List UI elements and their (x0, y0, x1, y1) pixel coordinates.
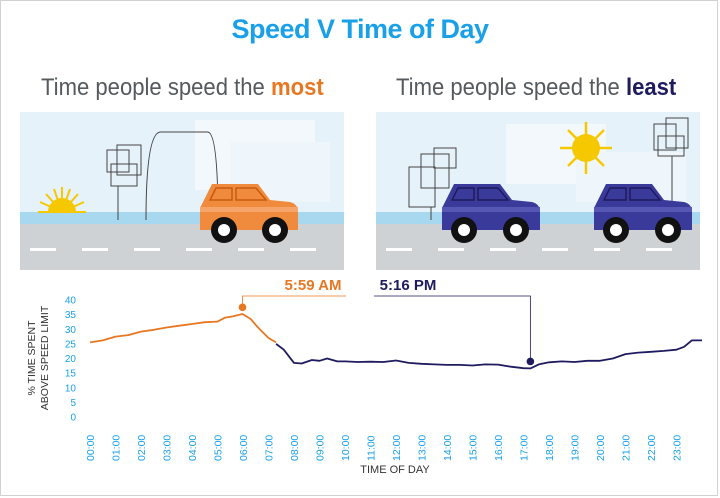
y-tick-label: 30 (65, 325, 77, 336)
sunrise-orange-car-illustration (20, 112, 344, 270)
x-tick-label: 00:00 (85, 435, 97, 461)
x-tick-label: 12:00 (391, 435, 403, 461)
x-tick-label: 16:00 (493, 435, 505, 461)
right-caption-highlight: least (625, 74, 677, 101)
x-tick-label: 20:00 (595, 435, 607, 461)
y-tick-label: 35 (65, 310, 77, 321)
y-axis-label-line2: ABOVE SPEED LIMIT (39, 305, 51, 410)
low-time-label: 5:16 PM (380, 277, 437, 294)
x-tick-label: 13:00 (417, 435, 429, 461)
x-tick-label: 03:00 (162, 435, 174, 461)
y-axis-label-line1: % TIME SPENT (26, 320, 38, 396)
x-tick-label: 01:00 (111, 435, 123, 461)
x-tick-label: 23:00 (672, 435, 684, 461)
afternoon-navy-cars-illustration (376, 112, 700, 270)
y-tick-label: 25 (65, 339, 77, 350)
x-tick-label: 11:00 (366, 435, 378, 461)
left-caption-highlight: most (270, 74, 324, 101)
x-tick-label: 17:00 (519, 435, 531, 461)
x-tick-label: 08:00 (289, 435, 301, 461)
x-tick-label: 15:00 (468, 435, 480, 461)
y-tick-label: 10 (65, 383, 77, 394)
peak-time-label: 5:59 AM (285, 277, 342, 294)
y-tick-label: 5 (70, 398, 76, 409)
x-tick-label: 04:00 (187, 435, 199, 461)
x-tick-label: 14:00 (442, 435, 454, 461)
chart-title: Speed V Time of Day (231, 14, 489, 44)
low-leader-line (374, 295, 531, 362)
peak-leader-line (242, 295, 346, 308)
x-axis-label: TIME OF DAY (360, 464, 430, 476)
x-tick-label: 21:00 (621, 435, 633, 461)
x-tick-label: 09:00 (315, 435, 327, 461)
x-tick-label: 10:00 (340, 435, 352, 461)
x-tick-label: 06:00 (238, 435, 250, 461)
y-tick-label: 40 (65, 296, 77, 307)
x-tick-label: 05:00 (213, 435, 225, 461)
series-line-2 (275, 339, 702, 370)
x-tick-label: 19:00 (570, 435, 582, 461)
y-tick-label: 0 (70, 413, 76, 424)
x-tick-label: 02:00 (136, 435, 148, 461)
x-tick-label: 22:00 (646, 435, 658, 461)
left-caption-text: Time people speed the (41, 74, 271, 101)
series-line-1 (89, 313, 277, 344)
left-panel-caption: Time people speed the most (41, 74, 324, 102)
x-tick-label: 07:00 (264, 435, 276, 461)
y-tick-label: 20 (65, 354, 77, 365)
right-panel-caption: Time people speed the least (396, 74, 676, 102)
y-tick-label: 15 (65, 369, 77, 380)
right-caption-text: Time people speed the (396, 74, 626, 101)
x-tick-label: 18:00 (544, 435, 556, 461)
